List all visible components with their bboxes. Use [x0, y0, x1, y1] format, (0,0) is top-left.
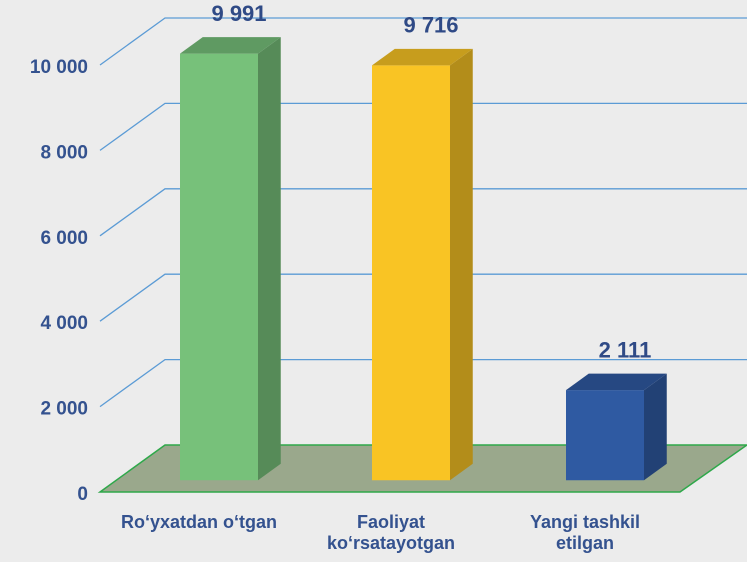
grid-line	[99, 358, 747, 408]
value-label: 9 716	[403, 13, 458, 38]
grid-line	[99, 273, 747, 322]
grid-line	[99, 102, 747, 151]
grid-line	[99, 17, 747, 66]
bar-front	[180, 53, 258, 481]
value-label: 2 111	[599, 337, 652, 362]
y-tick-label: 0	[77, 484, 88, 505]
x-tick-label: Faoliyat ko‘rsatayotgan	[326, 512, 456, 553]
bar-front	[566, 390, 644, 481]
x-tick-label: Yangi tashkil etilgan	[529, 512, 641, 553]
y-tick-label: 4 000	[40, 313, 88, 334]
x-tick-label: Ro‘yxatdan o‘tgan	[120, 512, 277, 532]
grid-line	[99, 188, 747, 237]
bar-side	[450, 48, 473, 481]
bar-front	[372, 65, 450, 481]
y-tick-label: 8 000	[40, 142, 88, 163]
y-tick-label: 6 000	[40, 228, 88, 249]
bar-top	[180, 37, 281, 54]
y-tick-label: 2 000	[40, 399, 88, 420]
bar-side	[644, 373, 667, 481]
bar-top	[372, 48, 473, 66]
y-tick-label: 10 000	[30, 57, 88, 78]
bar-side	[258, 37, 281, 481]
bar-top	[566, 373, 667, 391]
value-label: 9 991	[211, 1, 266, 26]
